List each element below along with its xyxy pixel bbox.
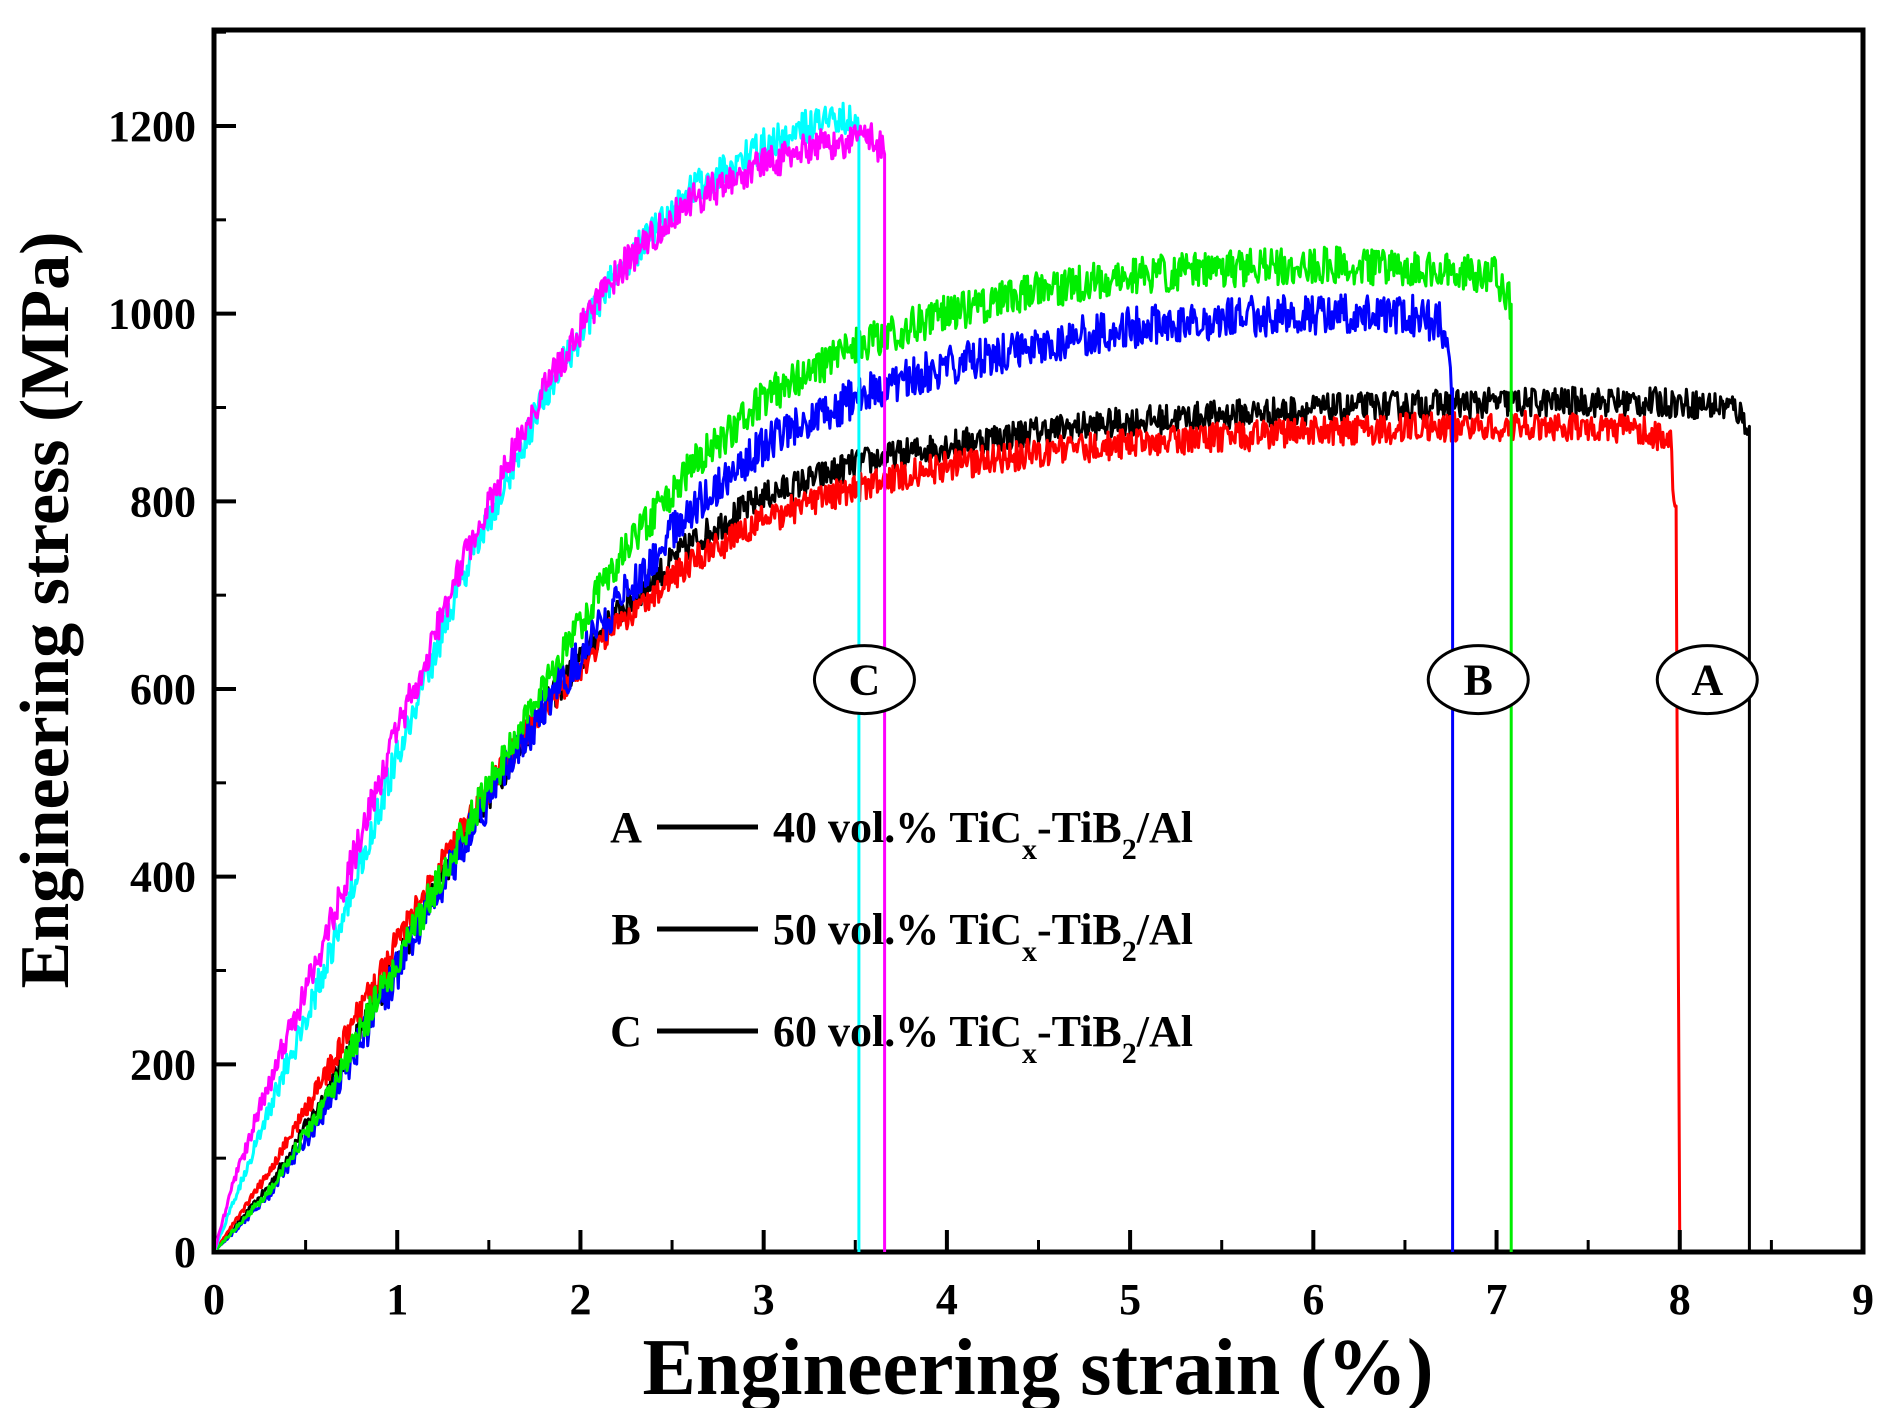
x-tick-label-3: 3 [753,1275,775,1324]
legend-entry-b: B 50 vol.% TiCx-TiB2/Al [611,905,1193,968]
y-tick-label-1000: 1000 [108,290,196,339]
tick-layer: 0 1 2 3 4 5 6 7 8 9 0 200 400 600 800 1000 1200 [108,30,1874,1324]
legend-label-c-sub1: x [1022,1037,1037,1070]
x-tick-label-6: 6 [1302,1275,1324,1324]
x-tick-label-7: 7 [1486,1275,1508,1324]
x-tick-label-8: 8 [1669,1275,1691,1324]
legend-label-b-sub2: 2 [1122,935,1137,968]
legend-label-b-prefix: 50 vol.% TiC [773,905,1022,954]
series-line-c-specimen-2 [212,122,887,1253]
legend-label-b-suffix: /Al [1136,905,1193,954]
legend-label-c-sub2: 2 [1122,1037,1137,1070]
legend-label-a: 40 vol.% TiCx-TiB2/Al [773,803,1193,866]
y-tick-label-1200: 1200 [108,102,196,151]
x-tick-label-4: 4 [936,1275,958,1324]
x-tick-label-5: 5 [1119,1275,1141,1324]
legend-label-b: 50 vol.% TiCx-TiB2/Al [773,905,1193,968]
legend-label-a-mid: -TiB [1037,803,1122,852]
legend-label-c: 60 vol.% TiCx-TiB2/Al [773,1007,1193,1070]
legend-entry-a: A 40 vol.% TiCx-TiB2/Al [610,803,1193,866]
y-tick-label-600: 600 [130,665,196,714]
callout-ellipse-a [1655,644,1759,716]
series-line-b-specimen-1 [212,293,1455,1254]
legend-label-b-mid: -TiB [1037,905,1122,954]
y-tick-label-0: 0 [174,1228,196,1277]
y-tick-label-200: 200 [130,1040,196,1089]
callout-label-b: B [1464,656,1493,705]
legend-label-a-sub2: 2 [1122,833,1137,866]
legend-letter-a: A [610,803,642,852]
callout-label-a: A [1691,656,1723,705]
plot-frame [211,27,1866,1255]
legend-label-a-suffix: /Al [1136,803,1193,852]
x-tick-label-0: 0 [203,1275,225,1324]
legend-label-a-sub1: x [1022,833,1037,866]
y-tick-label-400: 400 [130,853,196,902]
legend-label-c-suffix: /Al [1136,1007,1193,1056]
legend-letter-b: B [611,905,640,954]
series-layer [212,101,1751,1254]
legend-label-c-mid: -TiB [1037,1007,1122,1056]
legend-letter-c: C [610,1007,642,1056]
x-tick-label-9: 9 [1852,1275,1874,1324]
x-tick-label-1: 1 [386,1275,408,1324]
legend-label-a-prefix: 40 vol.% TiC [773,803,1022,852]
callout-ellipse-c [812,644,916,716]
legend-label-b-sub1: x [1022,935,1037,968]
legend: A 40 vol.% TiCx-TiB2/Al B 50 vol.% TiCx-… [610,803,1193,1070]
y-tick-label-800: 800 [130,477,196,526]
y-axis-title: Engineering stress (MPa) [7,232,84,989]
legend-label-c-prefix: 60 vol.% TiC [773,1007,1022,1056]
x-axis-title: Engineering strain (%) [642,1324,1433,1408]
callout-label-c: C [849,656,881,705]
legend-entry-c: C 60 vol.% TiCx-TiB2/Al [610,1007,1193,1070]
x-tick-label-2: 2 [569,1275,591,1324]
callout-ellipse-b [1426,644,1530,716]
series-line-b-specimen-2 [212,245,1513,1253]
series-line-c-specimen-1 [212,101,861,1253]
